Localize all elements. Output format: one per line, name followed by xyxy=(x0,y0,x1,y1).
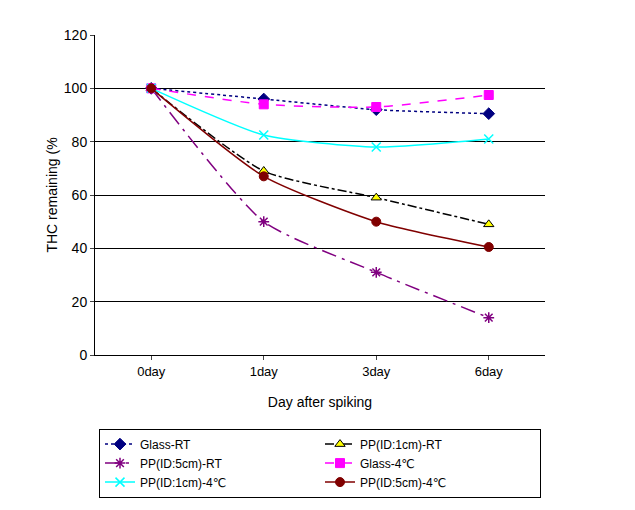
svg-text:PP(ID:5cm)-4℃: PP(ID:5cm)-4℃ xyxy=(360,476,446,490)
svg-text:0: 0 xyxy=(79,347,87,363)
svg-text:40: 40 xyxy=(72,240,88,256)
svg-text:120: 120 xyxy=(64,27,88,43)
svg-text:20: 20 xyxy=(72,294,88,310)
svg-text:3day: 3day xyxy=(362,364,391,379)
svg-text:PP(ID:1cm)-4℃: PP(ID:1cm)-4℃ xyxy=(140,476,226,490)
svg-text:6day: 6day xyxy=(475,364,504,379)
svg-text:Glass-4℃: Glass-4℃ xyxy=(360,457,415,471)
svg-text:0day: 0day xyxy=(137,364,166,379)
svg-text:PP(ID:1cm)-RT: PP(ID:1cm)-RT xyxy=(360,438,442,452)
svg-text:THC remaining (%: THC remaining (% xyxy=(44,137,60,252)
svg-text:80: 80 xyxy=(72,134,88,150)
svg-text:100: 100 xyxy=(64,80,88,96)
svg-text:PP(ID:5cm)-RT: PP(ID:5cm)-RT xyxy=(140,457,222,471)
svg-text:1day: 1day xyxy=(250,364,279,379)
svg-text:60: 60 xyxy=(72,187,88,203)
svg-text:Day after spiking: Day after spiking xyxy=(268,394,372,410)
svg-text:Glass-RT: Glass-RT xyxy=(140,438,191,452)
